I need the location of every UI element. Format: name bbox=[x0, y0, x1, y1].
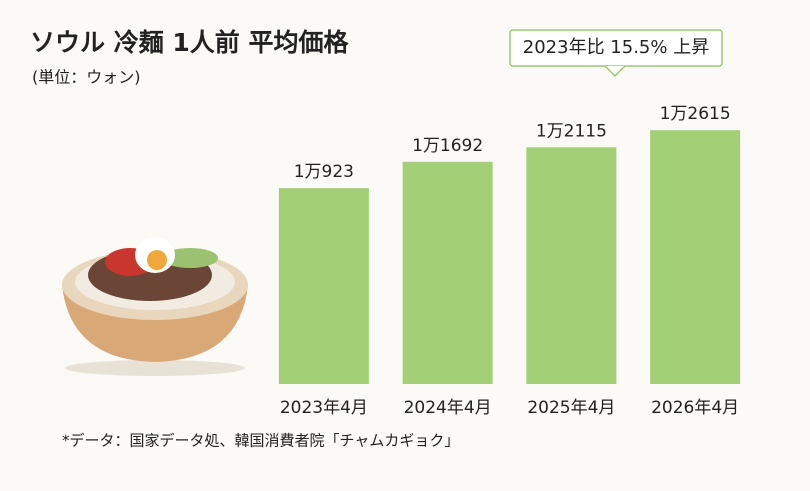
chart-title: ソウル 冷麺 1人前 平均価格 bbox=[30, 28, 350, 57]
value-label: 1万1692 bbox=[412, 136, 483, 156]
bowl-illustration bbox=[62, 237, 248, 376]
bar bbox=[402, 161, 493, 384]
x-tick-label: 2024年4月 bbox=[404, 398, 492, 418]
source-note: *データ：国家データ処、韓国消費者院「チャムカギョク」 bbox=[62, 432, 459, 450]
x-tick-label: 2023年4月 bbox=[280, 398, 368, 418]
value-label: 1万2115 bbox=[536, 121, 607, 141]
bar bbox=[278, 188, 369, 384]
bar bbox=[526, 147, 617, 384]
bar bbox=[650, 130, 741, 384]
value-label: 1万923 bbox=[294, 162, 354, 182]
annotation-pointer bbox=[604, 65, 626, 78]
x-tick-label: 2025年4月 bbox=[527, 398, 615, 418]
annotation: 2023年比 15.5% 上昇 bbox=[523, 37, 709, 58]
value-label: 1万2615 bbox=[660, 104, 731, 124]
chart-subtitle: (単位：ウォン) bbox=[32, 68, 141, 87]
x-tick-label: 2026年4月 bbox=[651, 398, 739, 418]
